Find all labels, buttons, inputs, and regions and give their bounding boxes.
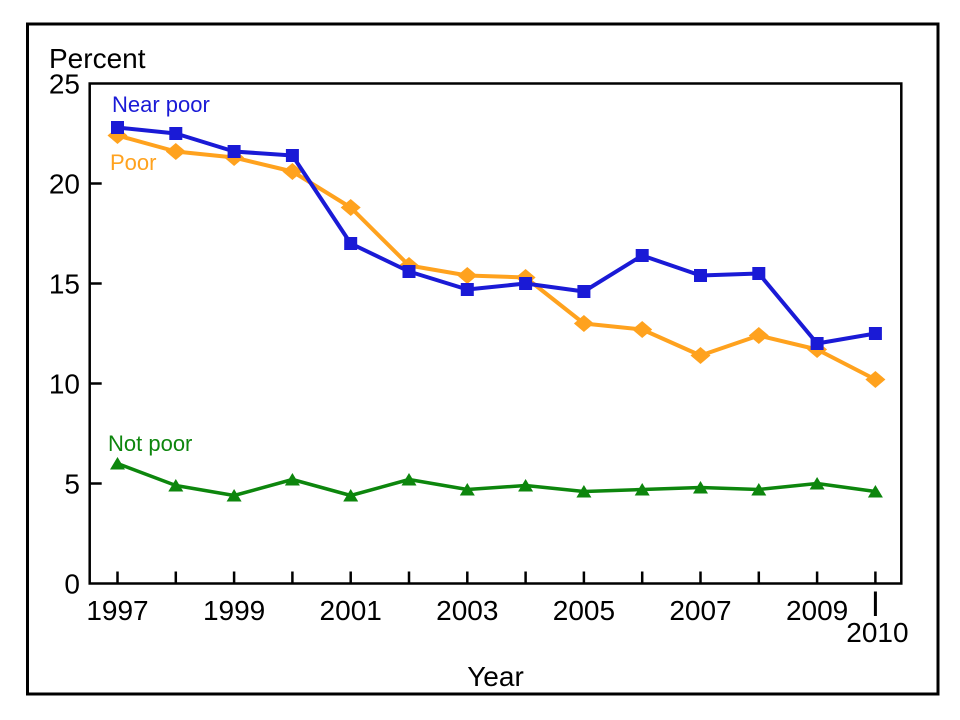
marker-not-poor-2002 <box>401 473 417 486</box>
marker-near-poor-2002 <box>402 265 416 278</box>
x-tick-label: 2009 <box>786 595 848 626</box>
marker-not-poor-2007 <box>693 481 708 494</box>
y-axis-title: Percent <box>49 43 146 74</box>
marker-near-poor-2005 <box>577 285 591 298</box>
marker-not-poor-2001 <box>343 489 359 502</box>
series-label-poor: Poor <box>110 150 156 175</box>
marker-poor-2005 <box>573 315 594 332</box>
marker-poor-1998 <box>165 143 186 160</box>
series-group <box>107 121 886 502</box>
series-poor <box>107 127 886 388</box>
series-label-not-poor: Not poor <box>108 431 192 456</box>
marker-not-poor-1999 <box>226 489 242 502</box>
marker-near-poor-2006 <box>635 249 649 262</box>
axes-group: 0 5 10 15 20 25 1997 1999 2001 2003 2005 2007 200920… <box>49 69 909 649</box>
y-tick-label: 20 <box>49 169 80 200</box>
marker-near-poor-2003 <box>460 283 474 296</box>
y-tick-label: 5 <box>64 469 80 500</box>
marker-poor-2003 <box>457 267 478 284</box>
marker-near-poor-1998 <box>169 127 183 140</box>
marker-near-poor-2000 <box>285 149 299 162</box>
marker-poor-2001 <box>340 199 361 216</box>
x-tick-label: 1997 <box>86 595 148 626</box>
marker-near-poor-2008 <box>752 267 766 280</box>
line-poor <box>116 133 877 382</box>
x-tick-label: 1999 <box>203 595 265 626</box>
marker-near-poor-2009 <box>810 337 824 350</box>
y-tick-label: 0 <box>64 569 80 600</box>
x-axis-title: Year <box>467 661 524 692</box>
marker-near-poor-2007 <box>694 269 707 282</box>
marker-near-poor-2010 <box>868 327 882 340</box>
marker-poor-2008 <box>748 327 769 344</box>
line-not-poor <box>116 461 876 498</box>
marker-not-poor-2000 <box>284 473 300 486</box>
x-tick-label-offset: 2010 <box>846 617 908 648</box>
marker-near-poor-1999 <box>227 145 241 158</box>
marker-not-poor-2003 <box>459 483 475 496</box>
marker-poor-2010 <box>865 371 886 388</box>
series-not-poor <box>110 457 883 502</box>
line-near-poor <box>117 125 876 346</box>
marker-not-poor-2005 <box>576 485 592 498</box>
marker-poor-2007 <box>690 347 711 364</box>
marker-poor-2000 <box>282 163 303 180</box>
y-tick-label: 15 <box>49 269 80 300</box>
x-tick-label: 2003 <box>436 595 498 626</box>
chart-frame-group <box>26 22 940 696</box>
figure-border <box>26 22 940 696</box>
marker-not-poor-2006 <box>634 483 650 496</box>
x-tick-label: 2005 <box>553 595 615 626</box>
marker-poor-2006 <box>632 321 653 338</box>
series-near-poor <box>111 121 882 350</box>
marker-not-poor-2010 <box>867 485 883 498</box>
marker-not-poor-2008 <box>751 483 767 496</box>
marker-near-poor-1997 <box>111 121 124 134</box>
marker-near-poor-2001 <box>344 237 358 250</box>
y-tick-label: 10 <box>49 369 80 400</box>
marker-near-poor-2004 <box>519 277 533 290</box>
y-tick-label: 25 <box>49 69 80 100</box>
x-tick-label: 2001 <box>320 595 382 626</box>
plot-frame <box>88 82 903 585</box>
series-label-near-poor: Near poor <box>112 92 210 117</box>
marker-not-poor-2004 <box>518 479 534 492</box>
marker-not-poor-2009 <box>809 477 825 490</box>
marker-not-poor-1997 <box>110 457 125 470</box>
marker-not-poor-1998 <box>168 479 184 492</box>
x-tick-label: 2007 <box>669 595 731 626</box>
